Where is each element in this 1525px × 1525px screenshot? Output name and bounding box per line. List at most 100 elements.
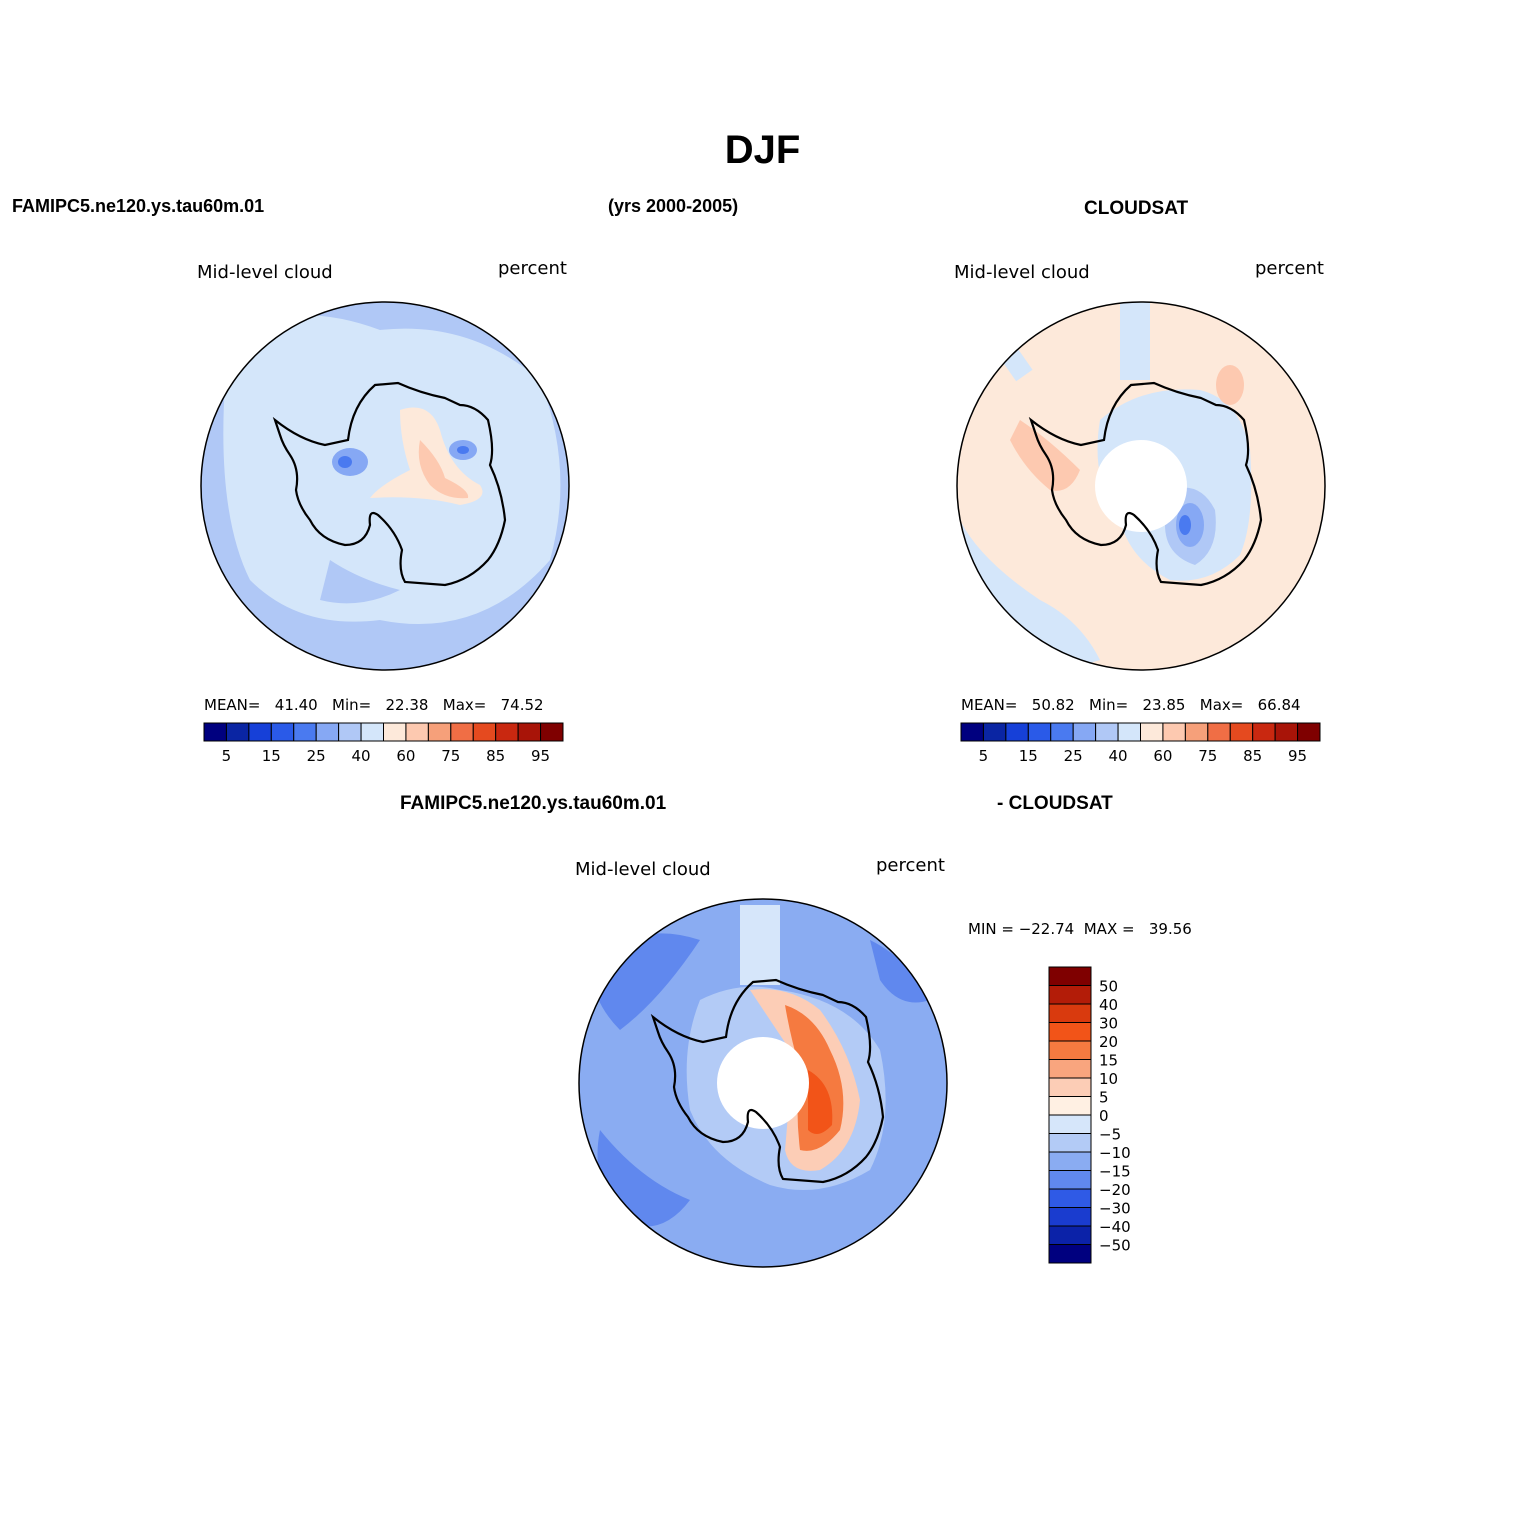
panel3-colorbar-tick-label: −20: [1099, 1181, 1131, 1199]
panel2-boundary: [956, 301, 1326, 671]
panel3-colorbar-swatch: [1048, 1170, 1092, 1190]
panel1-colorbar-swatch: [338, 722, 362, 742]
panel1-colorbar-swatch: [225, 722, 250, 742]
panel2-colorbar-swatch: [960, 722, 984, 742]
panel2-map: [957, 302, 1325, 670]
panel2-colorbar-swatch: [1252, 722, 1276, 742]
panel1-colorbar-swatch: [450, 722, 474, 742]
panel3-colorbar-tick-label: −5: [1099, 1126, 1121, 1144]
panel2-colorbar-swatch: [1140, 722, 1164, 742]
panel3-title: Mid-level cloud: [575, 859, 711, 880]
panel2-ray-1: [1120, 302, 1150, 380]
panel3-colorbar-swatch: [1048, 1244, 1092, 1264]
years-label: (yrs 2000-2005): [608, 196, 739, 216]
panel1-colorbar-tick-label: 5: [222, 747, 232, 765]
panel2-colorbar-tick-label: 95: [1288, 747, 1307, 765]
panel3-ne-low: [870, 940, 930, 1003]
panel3-coastline: [650, 978, 885, 1184]
diff-model-label: FAMIPC5.ne120.ys.tau60m.01: [400, 793, 667, 814]
panel3-colorbar-swatch: [1048, 1151, 1092, 1171]
panel3-stats: MIN = −22.74 MAX = 39.56: [968, 920, 1192, 938]
panel1-colorbar-swatch: [383, 722, 407, 742]
panel2-colorbar-swatch: [1027, 722, 1052, 742]
panel1-colorbar-swatch: [427, 722, 452, 742]
panel1-plateau-core: [418, 440, 469, 499]
panel3-colorbar-tick-label: 5: [1099, 1089, 1109, 1107]
panel1-map: [201, 302, 569, 670]
panel1-colorbar-swatch: [203, 722, 227, 742]
panel3-colorbar-swatch: [1048, 1022, 1092, 1042]
panel1-colorbar-swatch: [495, 722, 519, 742]
panel3-ray-1: [740, 905, 780, 985]
panel2-pole-hole: [1095, 440, 1187, 532]
panel2-colorbar-swatch: [1184, 722, 1209, 742]
panel1-colorbar-swatch: [472, 722, 497, 742]
model-case-label: FAMIPC5.ne120.ys.tau60m.01: [12, 196, 265, 216]
panel1-colorbar-swatch: [315, 722, 340, 742]
panel3-colorbar-swatch: [1048, 1003, 1092, 1023]
panel1-units: percent: [498, 258, 567, 279]
panel2-colorbar-tick-label: 15: [1019, 747, 1038, 765]
panel1-colorbar-swatch: [360, 722, 384, 742]
panel3-colorbar-swatch: [1048, 1207, 1092, 1227]
panel2-colorbar-swatch: [1162, 722, 1186, 742]
panel2-ne-high: [1216, 365, 1244, 405]
panel2-coastline: [1028, 381, 1263, 587]
panel3-colorbar-swatch: [1048, 1133, 1092, 1153]
panel2-colorbar-swatch: [1005, 722, 1029, 742]
panel2-colorbar: 5 15 25 40 60 75 85 95: [960, 722, 1321, 765]
panel1-colorbar: 5 15 25 40 60 75 85 95: [203, 722, 564, 765]
panel2-colorbar-swatch: [1229, 722, 1254, 742]
panel3-pole-hole: [717, 1037, 809, 1129]
panel3-colorbar-tick-label: −50: [1099, 1237, 1131, 1255]
panel3-colorbar-swatch: [1048, 1225, 1092, 1245]
panel1-colorbar-tick-label: 25: [307, 747, 326, 765]
panel3-colorbar-swatch: [1048, 1077, 1092, 1097]
diff-obs-label: - CLOUDSAT: [997, 793, 1113, 814]
panel3-colorbar-tick-label: 10: [1099, 1070, 1118, 1088]
panel1-colorbar-swatch: [248, 722, 272, 742]
panel2-colorbar-swatch: [982, 722, 1007, 742]
panel1-colorbar-tick-label: 40: [352, 747, 371, 765]
panel2-colorbar-swatch: [1117, 722, 1141, 742]
panel3-colorbar-tick-label: −15: [1099, 1163, 1131, 1181]
panel3-colorbar-swatch: [1048, 1096, 1092, 1116]
panel3-colorbar-swatch: [1048, 1059, 1092, 1079]
panel3-colorbar-tick-label: −10: [1099, 1144, 1131, 1162]
panel3-boundary: [578, 898, 948, 1268]
panel2-colorbar-swatch: [1050, 722, 1074, 742]
panel2-colorbar-swatch: [1207, 722, 1231, 742]
panel1-colorbar-swatch: [540, 722, 564, 742]
panel3-colorbar-swatch: [1048, 1188, 1092, 1208]
panel3-positive-core: [808, 1070, 833, 1134]
panel1-colorbar-tick-label: 95: [531, 747, 550, 765]
panel2-colorbar-swatch: [1095, 722, 1119, 742]
panel1-stats: MEAN= 41.40 Min= 22.38 Max= 74.52: [204, 696, 544, 714]
panel3-colorbar-tick-label: 20: [1099, 1033, 1118, 1051]
panel2-colorbar-tick-label: 75: [1198, 747, 1217, 765]
panel1-colorbar-swatch: [517, 722, 542, 742]
panel3-colorbar-tick-label: 15: [1099, 1052, 1118, 1070]
panel1-colorbar-tick-label: 85: [486, 747, 505, 765]
panel1-colorbar-swatch: [405, 722, 429, 742]
panel2-colorbar-tick-label: 25: [1064, 747, 1083, 765]
panel3-colorbar-tick-label: 40: [1099, 996, 1118, 1014]
panel1-colorbar-swatch: [293, 722, 317, 742]
panel3-colorbar-tick-label: −30: [1099, 1200, 1131, 1218]
panel1-coastline: [272, 381, 507, 587]
panel3-map: [579, 899, 947, 1267]
panel2-colorbar-swatch: [1072, 722, 1097, 742]
panel3-colorbar-swatch: [1048, 1040, 1092, 1060]
panel1-colorbar-tick-label: 60: [396, 747, 415, 765]
panel2-colorbar-tick-label: 85: [1243, 747, 1262, 765]
panel2-colorbar-tick-label: 5: [979, 747, 989, 765]
obs-case-label: CLOUDSAT: [1084, 198, 1189, 219]
panel3-colorbar-swatch: [1048, 1114, 1092, 1134]
panel1-colorbar-swatch: [270, 722, 295, 742]
panel2-east-low-min: [1179, 515, 1191, 535]
panel1-colorbar-tick-label: 15: [262, 747, 281, 765]
panel2-title: Mid-level cloud: [954, 262, 1090, 283]
panel2-stats: MEAN= 50.82 Min= 23.85 Max= 66.84: [961, 696, 1301, 714]
